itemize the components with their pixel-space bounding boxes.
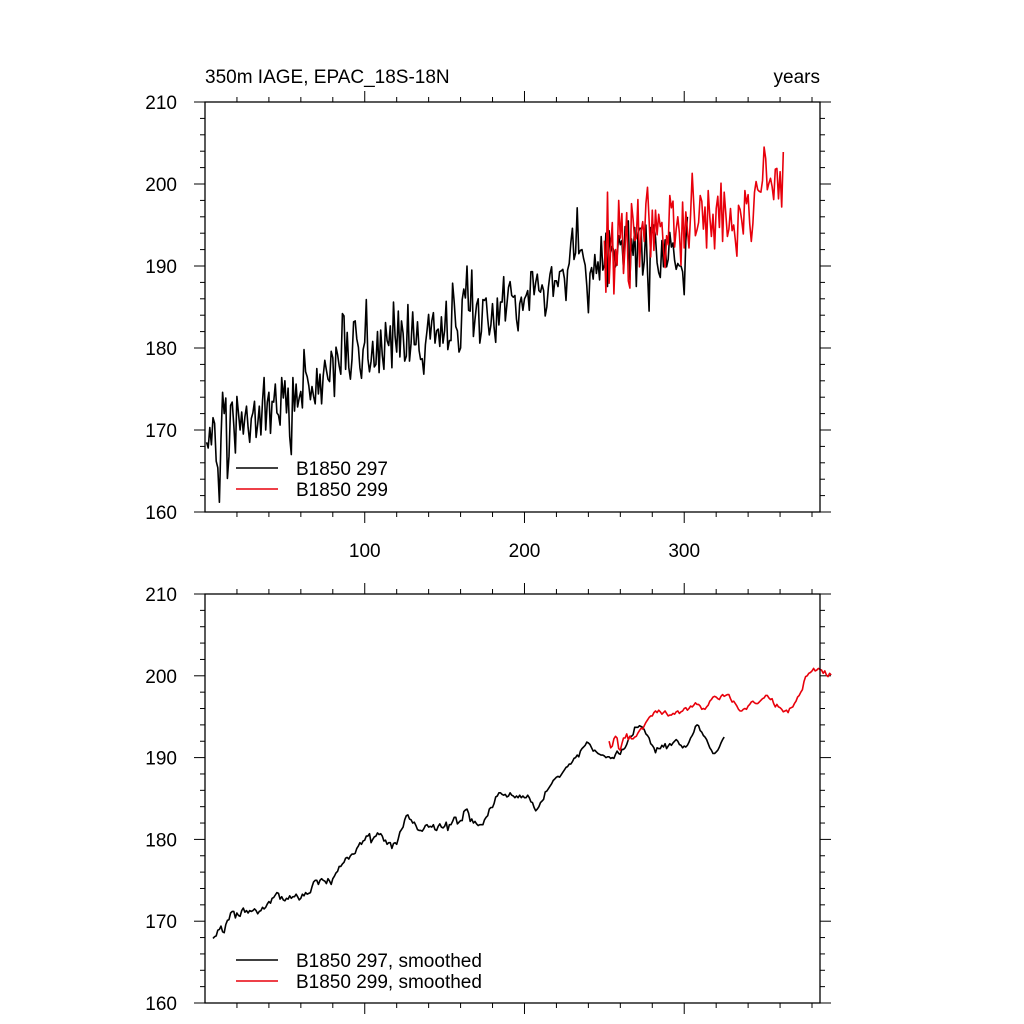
y-tick-label: 200 <box>145 175 177 196</box>
y-tick-label: 190 <box>145 749 177 770</box>
y-tick-label: 210 <box>145 93 177 114</box>
top-panel-units: years <box>774 67 820 88</box>
bottom-panel-ticks <box>194 583 831 1014</box>
y-tick-label: 170 <box>145 421 177 442</box>
top-panel-ticks <box>194 91 831 523</box>
y-tick-label: 180 <box>145 830 177 851</box>
legend-label: B1850 297, smoothed <box>296 951 482 972</box>
y-tick-label: 200 <box>145 667 177 688</box>
series-line-2 <box>603 146 785 295</box>
legend-label: B1850 299 <box>296 480 388 501</box>
top-panel-series-lines <box>205 146 785 504</box>
series-line-1 <box>205 207 689 504</box>
y-tick-label: 210 <box>145 585 177 606</box>
bottom-panel-frame <box>204 593 821 1004</box>
top-panel-y-tick-labels: 160 170 180 190 200 210 <box>145 93 177 524</box>
series-line-1 <box>212 724 725 939</box>
x-tick-label: 300 <box>668 541 700 562</box>
top-panel-frame <box>204 101 821 513</box>
bottom-panel: 160 170 180 190 200 210 B1850 297, smoothedB1… <box>145 583 832 1015</box>
top-panel-x-tick-labels: 100 200 300 <box>349 541 700 562</box>
series-line-2 <box>608 667 832 752</box>
y-tick-label: 180 <box>145 339 177 360</box>
top-panel: 350m IAGE, EPAC_18S-18N years 1601701801… <box>145 67 831 562</box>
y-tick-label: 160 <box>145 503 177 524</box>
top-panel-title: 350m IAGE, EPAC_18S-18N <box>205 67 450 88</box>
legend-label: B1850 299, smoothed <box>296 972 482 993</box>
x-tick-label: 200 <box>509 541 541 562</box>
y-tick-label: 190 <box>145 257 177 278</box>
x-tick-label: 100 <box>349 541 381 562</box>
legend-label: B1850 297 <box>296 459 388 480</box>
bottom-panel-series-lines <box>212 667 832 939</box>
bottom-panel-y-tick-labels: 160 170 180 190 200 210 <box>145 585 177 1015</box>
y-tick-label: 160 <box>145 994 177 1015</box>
y-tick-label: 170 <box>145 912 177 933</box>
